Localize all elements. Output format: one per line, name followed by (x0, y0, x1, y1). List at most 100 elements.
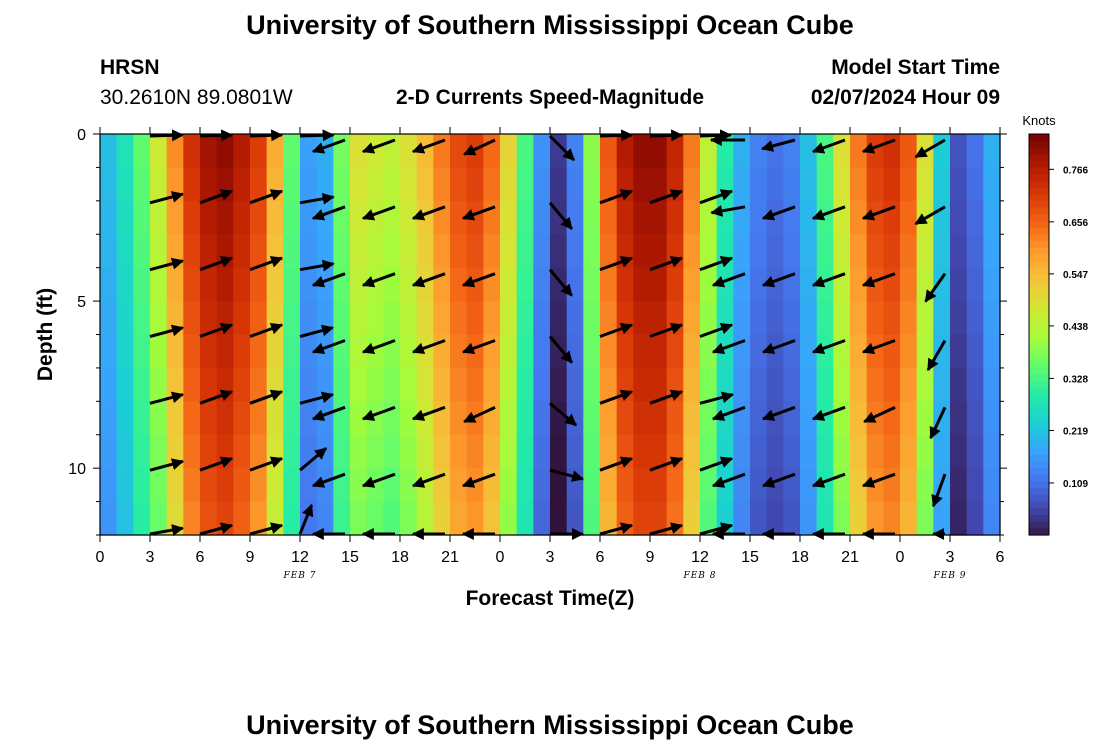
heatmap-cell (633, 434, 651, 469)
heatmap-cell (383, 134, 401, 169)
current-arrow (298, 503, 314, 535)
heatmap-cell (766, 468, 784, 503)
heatmap-cell (383, 234, 401, 269)
colorbar-segment (1029, 367, 1049, 376)
colorbar-segment (1029, 260, 1049, 269)
heatmap-cell (800, 301, 818, 336)
colorbar-tick-label: 0.547 (1063, 270, 1088, 281)
heatmap-cell (950, 367, 968, 402)
heatmap-cell (383, 468, 401, 503)
heatmap-cell (916, 167, 934, 202)
heatmap-cell (733, 401, 751, 436)
heatmap-cell (600, 434, 618, 469)
colorbar-segment (1029, 414, 1049, 422)
heatmap-cell (616, 401, 634, 436)
colorbar-segment (1029, 180, 1049, 189)
heatmap-cell (416, 401, 434, 436)
heatmap-cell (950, 267, 968, 302)
heatmap-cell (750, 501, 768, 536)
heatmap-cell (850, 434, 868, 469)
heatmap-cell (733, 434, 751, 469)
heatmap-cell (483, 367, 501, 402)
heatmap-cell (333, 267, 351, 302)
heatmap-cell (500, 401, 518, 436)
heatmap-cell (533, 401, 551, 436)
heatmap-cell (633, 334, 651, 369)
heatmap-cell (883, 367, 901, 402)
heatmap-cell (900, 234, 918, 269)
heatmap-cell (483, 234, 501, 269)
current-arrow (699, 189, 734, 205)
heatmap-cell (933, 501, 951, 536)
heatmap-cell (633, 301, 651, 336)
heatmap-cell (400, 501, 418, 536)
colorbar-segment (1029, 514, 1049, 523)
heatmap-cell (450, 301, 468, 336)
heatmap-cell (833, 234, 851, 269)
heatmap-cell (833, 501, 851, 536)
heatmap-cell (183, 434, 201, 469)
heatmap-cell (900, 200, 918, 235)
heatmap-cell (766, 501, 784, 536)
heatmap-cell (583, 334, 601, 369)
x-tick-label: 3 (546, 549, 555, 566)
current-arrow (811, 339, 846, 355)
current-arrow (199, 129, 234, 142)
heatmap-cell (283, 401, 301, 436)
heatmap-cell (283, 434, 301, 469)
heatmap-cell (583, 434, 601, 469)
heatmap-cell (566, 200, 584, 235)
heatmap-cell (366, 200, 384, 235)
heatmap-cell (933, 200, 951, 235)
x-tick-label: 21 (441, 549, 459, 566)
current-arrow (411, 272, 446, 288)
current-arrow (861, 472, 896, 488)
heatmap-cell (416, 501, 434, 536)
colorbar-segment (1029, 187, 1049, 195)
x-tick-label: 0 (96, 549, 105, 566)
heatmap-cell (350, 234, 368, 269)
heatmap-cell (483, 301, 501, 336)
heatmap-cell (900, 468, 918, 503)
heatmap-cell (650, 134, 668, 169)
heatmap-cell (266, 200, 284, 235)
current-arrow (761, 272, 796, 288)
heatmap-cell (516, 501, 534, 536)
heatmap-cell (966, 401, 984, 436)
current-arrow (411, 205, 446, 221)
heatmap-cell (316, 468, 334, 503)
heatmap-cell (100, 200, 118, 235)
heatmap-cell (883, 401, 901, 436)
current-arrow (699, 391, 735, 405)
current-arrow (811, 405, 846, 421)
heatmap-cell (483, 200, 501, 235)
heatmap-cell (866, 167, 884, 202)
heatmap-cell (916, 501, 934, 536)
heatmap-cell (150, 301, 168, 336)
x-tick-label: 3 (146, 549, 155, 566)
heatmap-cell (583, 301, 601, 336)
heatmap-cell (550, 501, 568, 536)
heatmap-cell (566, 134, 584, 169)
heatmap-cell (100, 334, 118, 369)
heatmap-cell (750, 167, 768, 202)
heatmap-cell (366, 468, 384, 503)
heatmap-cell (466, 367, 484, 402)
heatmap-cell (566, 434, 584, 469)
heatmap-cell (883, 468, 901, 503)
heatmap-cell (333, 134, 351, 169)
current-arrow (249, 322, 284, 338)
current-arrow (710, 204, 746, 217)
current-arrow (861, 272, 896, 288)
current-arrow (299, 259, 335, 272)
x-axis-title: Forecast Time(Z) (466, 587, 635, 610)
heatmap-cell (983, 468, 1001, 503)
heatmap-cell (300, 301, 318, 336)
heatmap-cell (550, 234, 568, 269)
model-start-time: 02/07/2024 Hour 09 (810, 86, 1000, 109)
heatmap-cell (700, 367, 718, 402)
heatmap-cell (366, 267, 384, 302)
x-tick-label: 12 (291, 549, 309, 566)
heatmap-cell (700, 167, 718, 202)
heatmap-cell (766, 167, 784, 202)
